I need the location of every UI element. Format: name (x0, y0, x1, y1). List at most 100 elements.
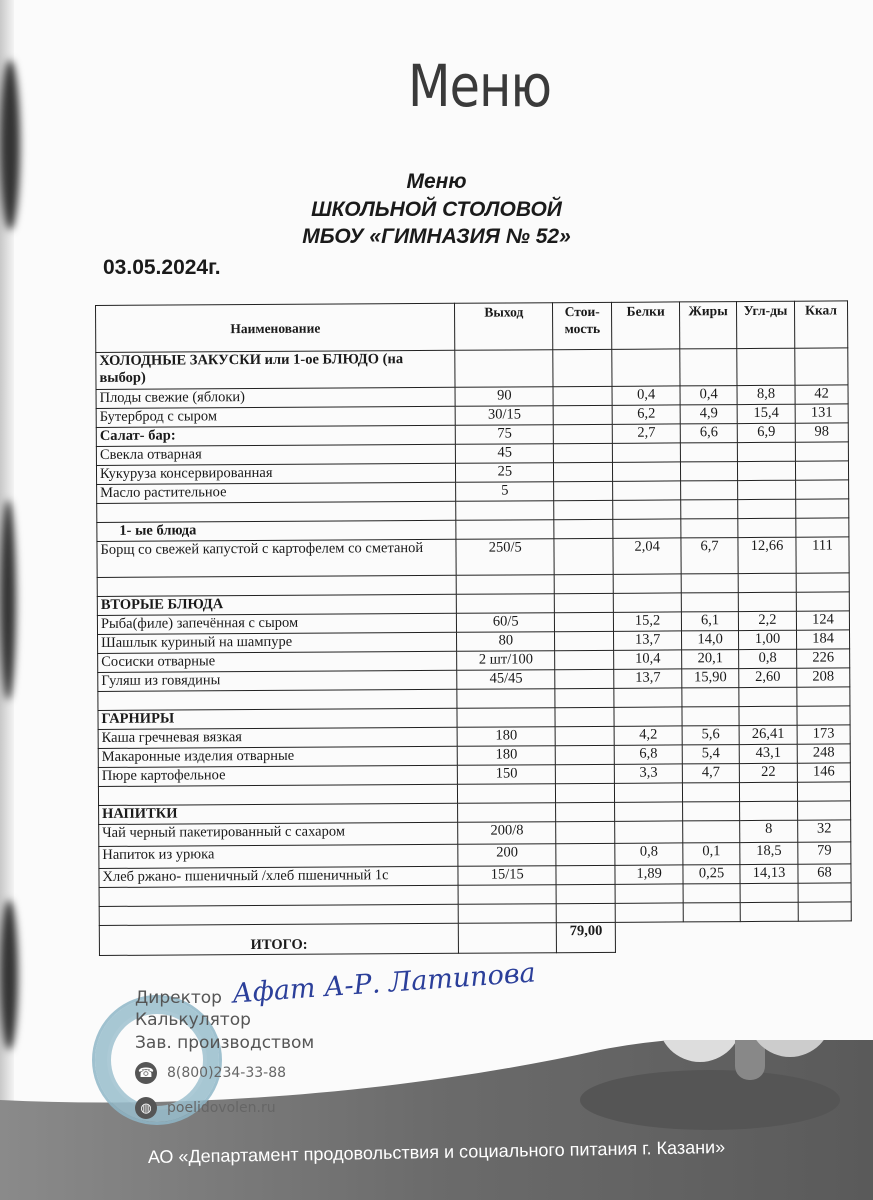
dish-protein (613, 573, 682, 594)
menu-date: 03.05.2024г. (103, 256, 221, 279)
dish-cost (553, 424, 613, 444)
dish-name: Салат- бар: (96, 425, 456, 447)
dish-carbs: 2,60 (738, 668, 797, 688)
dish-output: 180 (457, 745, 556, 766)
dish-carbs (740, 883, 799, 903)
dish-fat: 6,7 (681, 537, 739, 574)
dish-carbs: 14,13 (739, 864, 799, 884)
dish-name (97, 689, 458, 711)
dish-name: Шашлык куриный на шампуре (97, 632, 457, 654)
dish-output (457, 802, 556, 823)
dish-kcal (798, 901, 852, 922)
dish-output: 90 (455, 386, 554, 407)
dish-cost (555, 783, 615, 803)
canteen-heading: ШКОЛЬНОЙ СТОЛОВОЙ (311, 198, 562, 221)
dish-fat (682, 782, 740, 802)
col-header-fat: Жиры (679, 301, 737, 349)
dish-name: Кукуруза консервированная (96, 463, 456, 485)
dish-carbs: 12,66 (737, 537, 797, 574)
dish-name: Каша гречневая вязкая (98, 727, 458, 749)
dish-name: Хлеб ржано- пшеничный /хлеб пшеничный 1с (98, 866, 459, 888)
dish-cost (553, 386, 613, 406)
dish-protein (614, 820, 683, 844)
dish-protein: 0,4 (612, 385, 681, 406)
dish-output: 180 (457, 726, 556, 747)
col-header-carbs: Угл-ды (736, 301, 795, 349)
dish-cost (556, 843, 616, 866)
dish-cost (555, 707, 615, 727)
dish-carbs (738, 592, 797, 612)
dish-cost (555, 764, 615, 784)
dish-name: НАПИТКИ (98, 803, 459, 825)
dish-protein: 0,8 (614, 842, 684, 866)
dish-name: ВТОРЫЕ БЛЮДА (97, 594, 457, 616)
dish-protein: 2,7 (612, 423, 681, 444)
table-header-row: Наименование Выход Стои-мость Белки Жиры… (95, 300, 848, 353)
dish-output: 200/8 (458, 821, 557, 845)
dish-output: 80 (456, 631, 555, 652)
dish-kcal: 184 (796, 629, 850, 650)
dish-output: 5 (455, 481, 554, 502)
dish-name: Гуляш из говядины (97, 670, 458, 692)
section-row: ХОЛОДНЫЕ ЗАКУСКИ или 1-ое БЛЮДО (на выбо… (95, 347, 849, 390)
calculator-label: Калькулятор (135, 1010, 251, 1030)
dish-fat: 4,9 (680, 404, 738, 424)
dish-cost (553, 405, 613, 425)
dish-fat: 6,6 (680, 423, 738, 443)
dish-protein (612, 518, 682, 539)
dish-carbs: 2,2 (738, 611, 797, 631)
dish-output (456, 519, 555, 540)
dish-carbs (739, 782, 798, 802)
dish-carbs (740, 902, 799, 922)
food-characters-illustration (663, 1040, 824, 1080)
col-header-cost: Стои-мость (552, 302, 612, 350)
dish-output: 45/45 (457, 669, 556, 690)
dish-kcal (796, 686, 850, 707)
dish-name: ХОЛОДНЫЕ ЗАКУСКИ или 1-ое БЛЮДО (на выбо… (95, 350, 456, 390)
website-link[interactable]: poelidovolen.ru (167, 1100, 276, 1116)
dish-cost (553, 443, 613, 463)
dish-kcal: 98 (795, 422, 849, 443)
col-header-protein: Белки (611, 301, 680, 350)
dish-name: Плоды свежие (яблоки) (96, 387, 456, 409)
dish-fat (680, 461, 738, 481)
dish-output: 2 шт/100 (456, 650, 555, 671)
phone-number: 8(800)234-33-88 (167, 1065, 287, 1081)
dish-name: Макаронные изделия отварные (98, 746, 458, 768)
dish-cost (554, 593, 614, 613)
production-head-label: Зав. производством (135, 1033, 315, 1053)
dish-kcal: 111 (795, 536, 850, 574)
dish-name: Сосиски отварные (97, 651, 458, 673)
dish-carbs (739, 706, 798, 726)
dish-name (96, 501, 457, 523)
dish-fat (682, 820, 740, 843)
dish-fat: 20,1 (681, 649, 739, 669)
dish-protein (613, 592, 682, 613)
dish-fat (680, 480, 738, 500)
col-header-kcal: Ккал (794, 300, 848, 349)
dish-protein: 15,2 (613, 611, 682, 632)
dish-cost (554, 631, 614, 651)
dish-protein: 13,7 (613, 668, 682, 689)
dish-protein (614, 801, 683, 822)
dish-cost (555, 745, 615, 765)
dish-name (98, 784, 458, 806)
scan-shadow (0, 60, 20, 230)
total-label: ИТОГО: (99, 923, 459, 956)
school-heading: МБОУ «ГИМНАЗИЯ № 52» (302, 225, 571, 248)
dish-protein: 13,7 (613, 630, 682, 651)
dish-carbs (737, 480, 796, 500)
dish-carbs: 1,00 (738, 630, 797, 650)
dish-kcal (795, 441, 849, 462)
dish-output: 30/15 (455, 405, 554, 426)
dish-name (97, 575, 457, 597)
dish-cost (554, 650, 614, 670)
dish-kcal: 146 (797, 762, 851, 783)
dish-fat (683, 902, 741, 922)
dish-name: ГАРНИРЫ (97, 708, 458, 730)
dish-carbs: 22 (739, 763, 798, 783)
dish-name: Напиток из урюка (98, 844, 459, 869)
dish-carbs (738, 573, 797, 593)
dish-kcal (797, 800, 851, 821)
dish-kcal (796, 572, 850, 593)
